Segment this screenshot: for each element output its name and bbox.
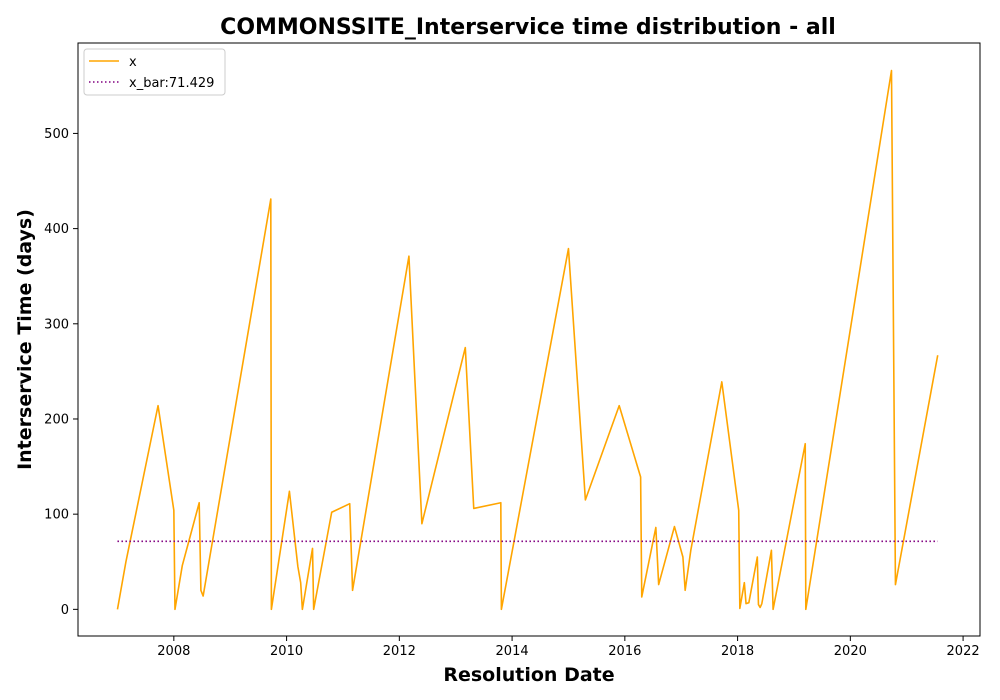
x-tick-label: 2010 [270, 644, 303, 659]
y-axis-label: Interservice Time (days) [14, 209, 36, 470]
x-tick-label: 2016 [608, 644, 641, 659]
x-tick-label: 2022 [947, 644, 980, 659]
y-tick-label: 400 [44, 222, 69, 237]
legend-box [83, 48, 226, 96]
y-tick-label: 500 [44, 127, 69, 142]
y-tick-label: 0 [61, 603, 69, 618]
y-tick-label: 300 [44, 317, 69, 332]
legend: x x_bar:71.429 [83, 48, 226, 96]
chart-title: COMMONSSITE_Interservice time distributi… [220, 15, 836, 40]
x-tick-label: 2020 [834, 644, 867, 659]
x-tick-label: 2012 [383, 644, 416, 659]
legend-label-x-bar: x_bar:71.429 [129, 76, 214, 91]
legend-label-x: x [129, 55, 137, 70]
x-tick-label: 2018 [721, 644, 754, 659]
y-tick-label: 100 [44, 508, 69, 523]
series-line-x [116, 69, 939, 611]
plot-area [77, 42, 981, 637]
series-layer [116, 69, 939, 611]
tick-layer: 2008 2010 2012 2014 2016 2018 2020 2022 0 100 200 3… [44, 127, 979, 659]
x-axis-label: Resolution Date [443, 664, 614, 686]
x-tick-label: 2014 [496, 644, 529, 659]
y-tick-label: 200 [44, 412, 69, 427]
x-tick-label: 2008 [157, 644, 190, 659]
